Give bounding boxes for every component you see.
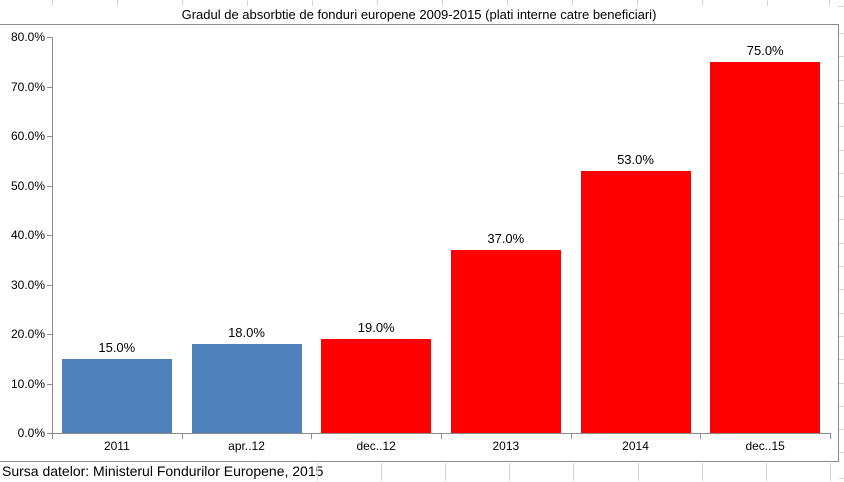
- cell-gridline: [445, 463, 447, 481]
- y-axis-tick: [47, 235, 52, 236]
- cell-gridline: [442, 0, 443, 6]
- cell-gridline: [381, 463, 383, 481]
- data-label: 53.0%: [617, 151, 654, 167]
- y-axis-label: 20.0%: [10, 327, 45, 341]
- cell-gridline: [839, 429, 844, 431]
- x-axis-tick: [830, 433, 831, 439]
- y-axis-tick: [47, 284, 52, 286]
- data-label: 75.0%: [746, 42, 784, 58]
- y-axis-tick: [47, 37, 52, 38]
- y-axis-tick: [47, 86, 52, 88]
- cell-gridline: [839, 79, 844, 81]
- cell-gridline: [637, 463, 639, 481]
- y-axis-label: 50.0%: [10, 178, 45, 193]
- bar-apr..12[interactable]: [191, 343, 302, 433]
- cell-gridline: [312, 0, 313, 6]
- x-axis-tick: [311, 433, 313, 439]
- bar-2014[interactable]: [580, 170, 691, 433]
- cell-gridline: [839, 102, 844, 104]
- cell-gridline: [839, 478, 844, 479]
- cell-gridline: [839, 56, 844, 58]
- x-axis-label: dec..12: [356, 439, 396, 453]
- cell-gridline: [839, 219, 844, 221]
- y-axis-label: 60.0%: [10, 129, 45, 143]
- y-axis-label: 0.0%: [17, 426, 45, 440]
- chart-border: [838, 24, 839, 462]
- cell-gridline: [839, 242, 844, 244]
- x-axis-label: 2014: [622, 439, 649, 453]
- cell-gridline: [839, 312, 844, 314]
- x-axis-tick: [570, 433, 572, 439]
- cell-gridline: [839, 33, 844, 34]
- cell-gridline: [182, 0, 183, 6]
- cell-gridline: [52, 0, 53, 6]
- cell-gridline: [839, 405, 844, 407]
- bar-dec..12[interactable]: [321, 338, 432, 433]
- x-axis-label: 2013: [492, 439, 520, 453]
- x-axis-label: dec..15: [745, 439, 785, 453]
- cell-gridline: [839, 196, 844, 198]
- cell-gridline: [701, 463, 703, 481]
- cell-gridline: [839, 289, 844, 291]
- x-axis-tick: [52, 433, 53, 439]
- cell-gridline: [247, 0, 248, 6]
- cell-gridline: [839, 172, 844, 174]
- x-axis-label: apr..12: [228, 439, 265, 453]
- cell-gridline: [839, 126, 844, 128]
- y-axis-tick: [47, 185, 52, 187]
- cell-gridline: [573, 463, 575, 481]
- y-axis-label: 40.0%: [10, 228, 45, 242]
- chart-border: [0, 24, 838, 25]
- data-label: 37.0%: [487, 230, 525, 246]
- cell-gridline: [637, 0, 638, 6]
- chart-title: Gradul de absorbtie de fonduri europene …: [0, 6, 838, 24]
- cell-gridline: [767, 0, 768, 6]
- cell-gridline: [509, 463, 511, 481]
- x-axis-tick: [441, 433, 442, 439]
- y-axis-tick: [47, 383, 52, 385]
- y-axis-tick: [47, 334, 52, 335]
- cell-gridline: [839, 452, 844, 454]
- cell-gridline: [839, 266, 844, 267]
- data-label: 19.0%: [357, 319, 395, 335]
- chart-border: [0, 461, 839, 462]
- cell-gridline: [507, 0, 508, 6]
- x-axis-tick: [181, 433, 183, 439]
- data-label: 15.0%: [98, 339, 136, 355]
- bar-dec..15[interactable]: [710, 61, 821, 434]
- y-axis-label: 30.0%: [10, 277, 45, 292]
- source-cell[interactable]: Sursa datelor: Ministerul Fondurilor Eur…: [0, 462, 422, 481]
- cell-gridline: [839, 382, 844, 384]
- y-axis-tick: [47, 136, 52, 137]
- cell-gridline: [765, 463, 767, 481]
- cell-gridline: [839, 149, 844, 151]
- cell-gridline: [702, 0, 703, 6]
- data-label: 18.0%: [228, 324, 265, 340]
- cell-gridline: [839, 359, 844, 361]
- cell-gridline: [377, 0, 378, 6]
- x-axis-label: 2011: [103, 439, 130, 453]
- bar-2011[interactable]: [61, 358, 172, 434]
- y-axis-label: 70.0%: [10, 79, 45, 94]
- y-axis-line: [52, 37, 53, 433]
- y-axis-tick: [47, 433, 52, 434]
- y-axis-label: 80.0%: [10, 30, 45, 44]
- cell-gridline: [317, 463, 318, 481]
- cell-gridline: [839, 335, 844, 337]
- cell-gridline: [117, 0, 118, 6]
- bar-2013[interactable]: [450, 249, 561, 433]
- cell-gridline: [829, 463, 831, 481]
- x-axis-tick: [700, 433, 702, 439]
- y-axis-label: 10.0%: [10, 376, 45, 391]
- source-text: Sursa datelor: Ministerul Fondurilor Eur…: [2, 463, 324, 479]
- cell-gridline: [572, 0, 573, 6]
